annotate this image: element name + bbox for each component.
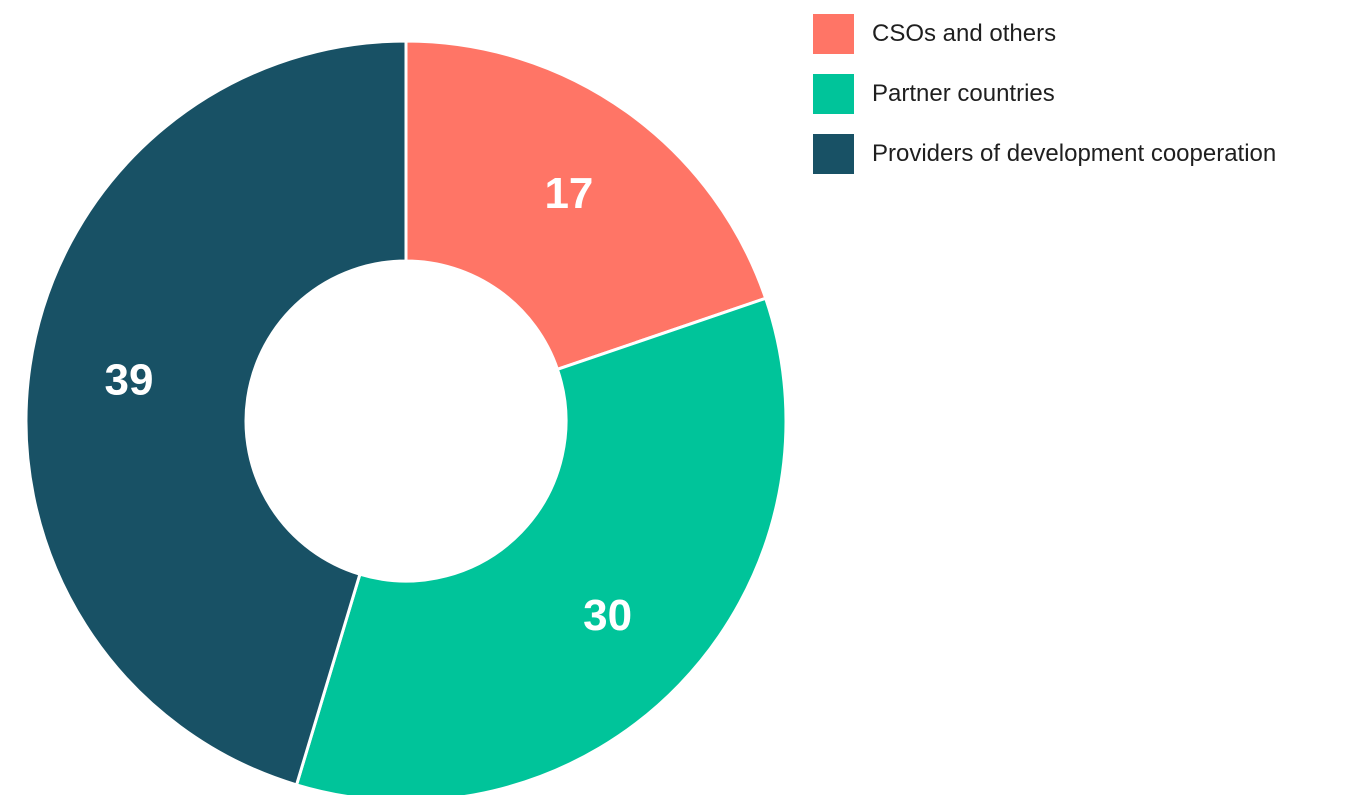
legend-item-csos[interactable]: CSOs and others [813, 14, 1276, 54]
legend-label-providers: Providers of development cooperation [872, 140, 1277, 167]
donut-slice-partner-countries[interactable] [295, 296, 788, 795]
slice-label-partner-countries: 30 [583, 591, 632, 640]
legend-label-partner-countries: Partner countries [872, 80, 1055, 107]
slice-labels: 17 30 39 [105, 169, 633, 640]
donut-slice-providers[interactable] [24, 39, 408, 787]
legend-swatch-partner-countries [813, 74, 854, 114]
slice-label-csos: 17 [544, 169, 593, 218]
donut-slices [24, 39, 788, 795]
legend-swatch-csos [813, 14, 854, 54]
legend-item-partner-countries[interactable]: Partner countries [813, 74, 1276, 114]
legend-item-providers[interactable]: Providers of development cooperation [813, 134, 1276, 174]
legend-swatch-providers [813, 134, 854, 174]
legend-label-csos: CSOs and others [872, 20, 1057, 47]
slice-label-providers: 39 [105, 356, 154, 405]
legend: CSOs and others Partner countries Provid… [813, 14, 1276, 194]
donut-slice-csos[interactable] [404, 39, 768, 371]
